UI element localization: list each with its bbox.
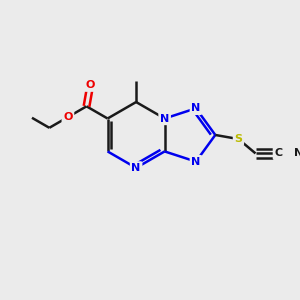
Text: N: N: [191, 157, 201, 166]
Text: O: O: [63, 112, 73, 122]
Text: N: N: [131, 163, 141, 173]
Text: N: N: [160, 113, 169, 124]
Text: O: O: [85, 80, 95, 90]
Text: C: C: [274, 148, 283, 158]
Text: S: S: [234, 134, 242, 144]
Text: N: N: [191, 103, 201, 113]
Text: N: N: [294, 148, 300, 158]
